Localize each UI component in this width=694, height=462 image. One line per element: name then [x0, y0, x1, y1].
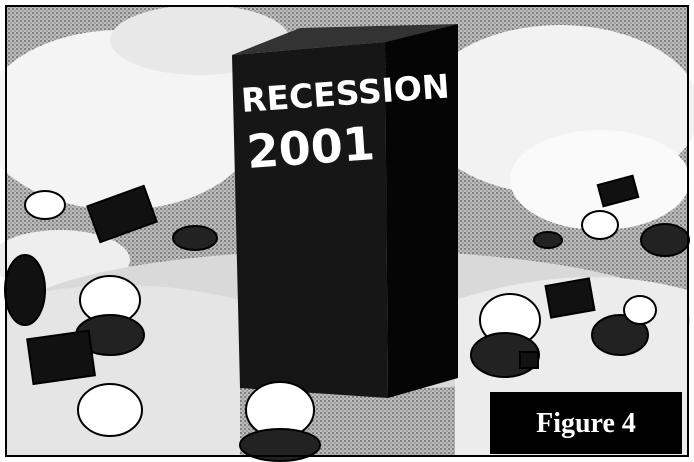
- cartoon: RECESSION 2001 Figure 4: [0, 0, 694, 462]
- caption-box: Figure 4: [490, 392, 682, 454]
- monolith: RECESSION 2001: [232, 24, 458, 398]
- page: {"monolith": {"line1": "RECESSION", "lin…: [0, 0, 694, 462]
- caption: Figure 4: [536, 408, 636, 439]
- monolith-year: 2001: [245, 116, 376, 179]
